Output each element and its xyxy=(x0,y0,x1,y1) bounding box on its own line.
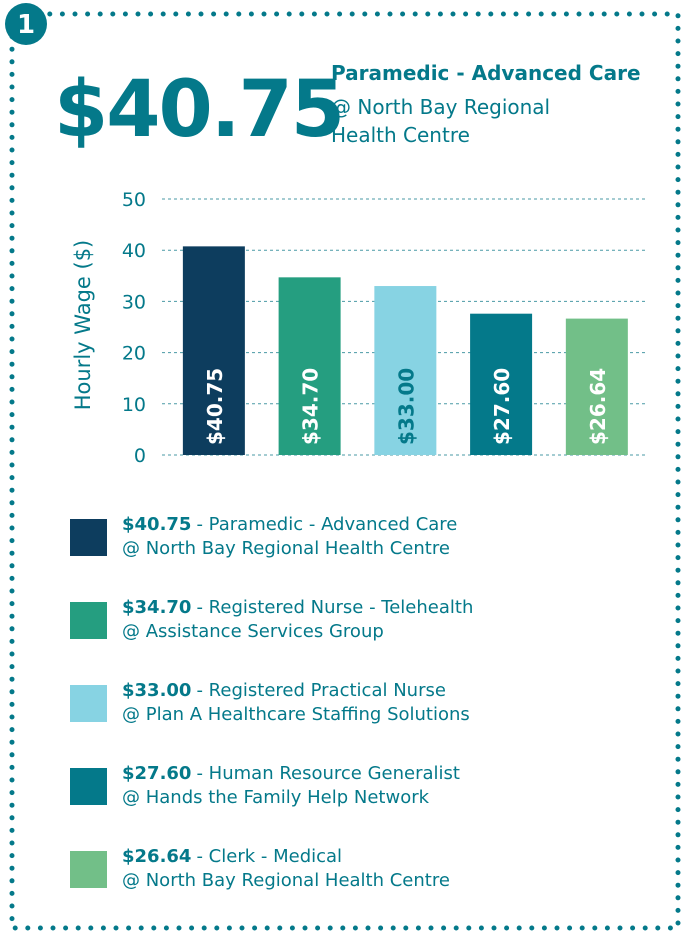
bar-value-label: $33.00 xyxy=(394,368,418,445)
bar xyxy=(470,313,533,455)
badge xyxy=(5,3,47,45)
legend-employer: @ Plan A Healthcare Staffing Solutions xyxy=(122,704,470,725)
y-tick-label: 20 xyxy=(122,343,146,365)
legend-title: - Clerk - Medical xyxy=(196,846,342,867)
legend-title: - Human Resource Generalist xyxy=(196,763,460,784)
legend-employer: @ Hands the Family Help Network xyxy=(122,787,430,808)
legend-swatch xyxy=(70,519,107,556)
y-tick-label: 50 xyxy=(122,189,146,211)
legend-amount: $40.75 xyxy=(122,514,191,535)
legend-employer: @ Assistance Services Group xyxy=(122,621,384,642)
legend-swatch xyxy=(70,768,107,805)
legend-label: $26.64- Clerk - Medical xyxy=(122,846,342,867)
bar-value-label: $26.64 xyxy=(586,368,610,445)
legend-title: - Registered Practical Nurse xyxy=(196,680,445,701)
bar-value-label: $40.75 xyxy=(203,368,227,445)
headline-amount: $40.75 xyxy=(54,65,343,155)
headline-title: Paramedic - Advanced Care xyxy=(331,61,641,85)
legend-amount: $26.64 xyxy=(122,846,191,867)
legend-title: - Paramedic - Advanced Care xyxy=(196,514,457,535)
legend-label: $34.70- Registered Nurse - Telehealth xyxy=(122,597,473,618)
badge-number: 1 xyxy=(17,10,35,40)
y-tick-label: 40 xyxy=(122,240,146,262)
y-tick-label: 30 xyxy=(122,291,146,313)
y-tick-label: 0 xyxy=(134,445,146,467)
legend-title: - Registered Nurse - Telehealth xyxy=(196,597,473,618)
legend-amount: $27.60 xyxy=(122,763,191,784)
y-axis-label: Hourly Wage ($) xyxy=(71,240,95,410)
legend-swatch xyxy=(70,685,107,722)
legend-amount: $34.70 xyxy=(122,597,191,618)
bar-value-label: $27.60 xyxy=(490,368,514,445)
headline-subtitle: @ North Bay Regional xyxy=(331,95,550,119)
legend-label: $27.60- Human Resource Generalist xyxy=(122,763,460,784)
legend-swatch xyxy=(70,602,107,639)
legend-label: $40.75- Paramedic - Advanced Care xyxy=(122,514,457,535)
legend-label: $33.00- Registered Practical Nurse xyxy=(122,680,446,701)
y-tick-label: 10 xyxy=(122,394,146,416)
bar xyxy=(374,286,437,455)
bar xyxy=(278,277,341,455)
legend-employer: @ North Bay Regional Health Centre xyxy=(122,538,450,559)
legend-amount: $33.00 xyxy=(122,680,191,701)
headline-subtitle: Health Centre xyxy=(331,123,470,147)
legend-employer: @ North Bay Regional Health Centre xyxy=(122,870,450,891)
bar xyxy=(182,246,245,455)
dotted-border xyxy=(9,11,681,931)
bar-value-label: $34.70 xyxy=(299,368,323,445)
legend-swatch xyxy=(70,851,107,888)
bar xyxy=(565,318,628,455)
